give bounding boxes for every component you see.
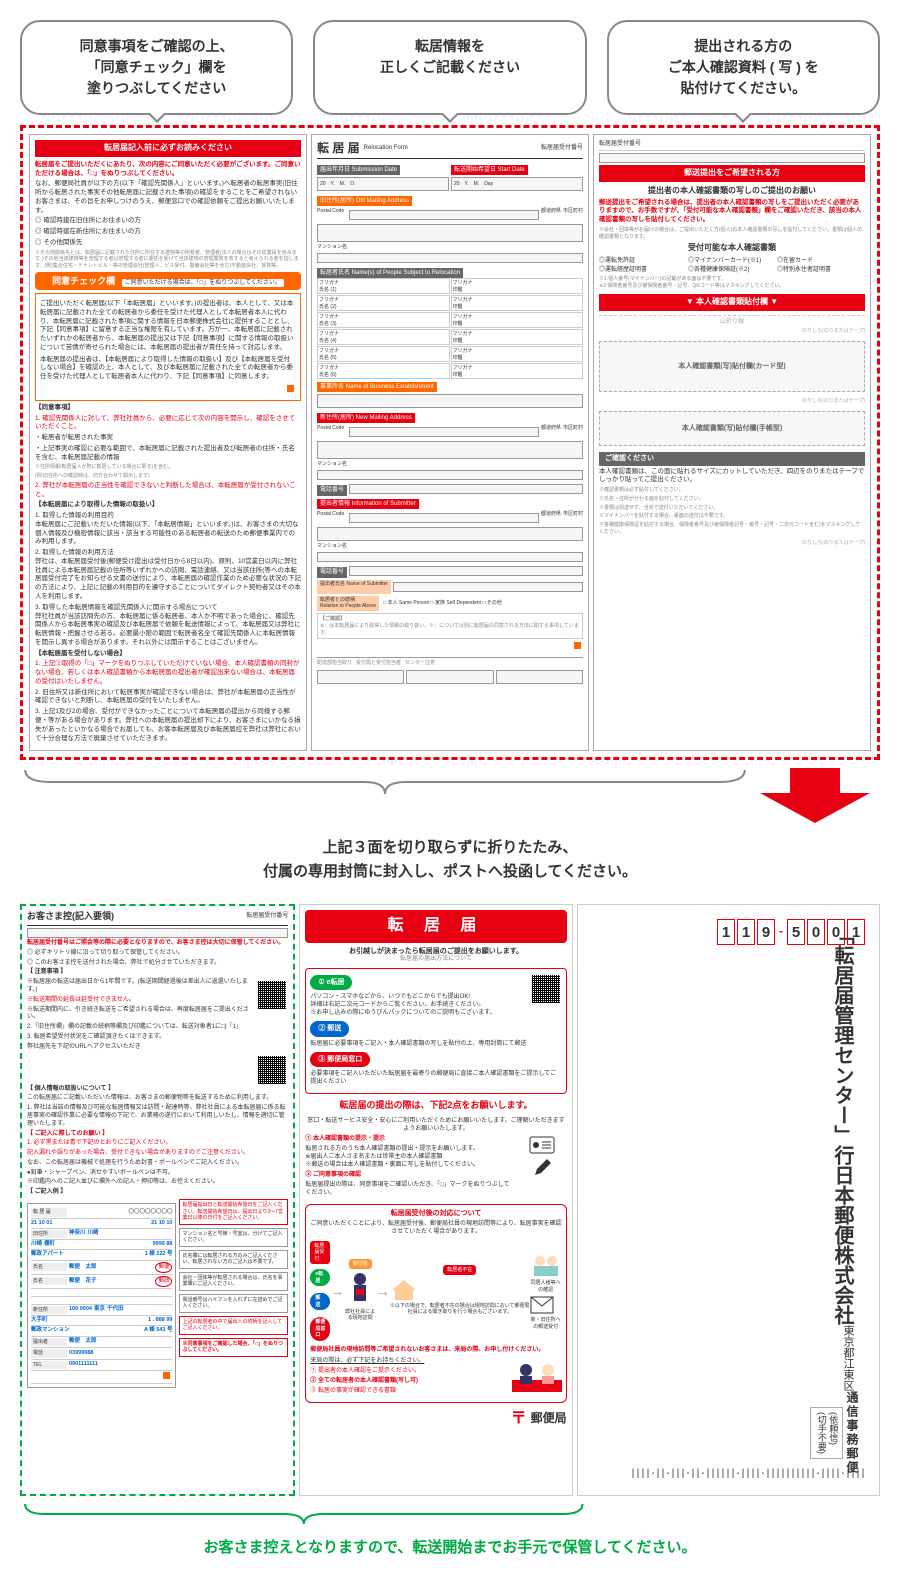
section-consent: 【同意事項】 (35, 404, 301, 413)
form-consent-checkbox[interactable] (574, 642, 581, 649)
bullet-2: ◎ 確認時建在新住所にお住まいの方 (35, 228, 301, 237)
bullet-1: ◎ 確認時建在旧住所にお住まいの方 (35, 217, 301, 226)
sub-name[interactable] (393, 582, 583, 592)
consent-lead2: なお、郵便局社員が以下の方(以下「確認先関係人」といいます。)へ転居者の転居事実… (35, 180, 301, 215)
sample-notes: 転居届提出日と転送開始希望日をご記入ください。転送開始希望日は、提出日より3〜7… (179, 1199, 288, 1388)
note1: ※その他関係先とは、転居届に記載された住所に所在する建物等の所有者、管理者(法人… (35, 250, 301, 270)
qr-step1 (532, 975, 560, 1003)
sub-zip[interactable] (349, 513, 539, 523)
mail-icon (530, 1296, 554, 1314)
reject-3: 3. 上記1及び2の場合、受付ができなかったことについて本転居届の提出から同様す… (35, 708, 301, 743)
center: 「転居届管理センター」行 (829, 925, 855, 1165)
callout-1: 同意事項をご確認の上、「同意チェック」欄を塗りつぶしてください (20, 20, 293, 115)
id-panel: 転居届受付番号 郵送提出をご希望される方 提出者の本人確認書類の写しのご提出のお… (593, 134, 871, 751)
post-mark-icon: 〒 (511, 1409, 527, 1430)
old-zip[interactable] (349, 210, 539, 220)
old-addr-input[interactable] (317, 224, 583, 242)
brace-icon (20, 768, 750, 798)
reject-1: 1. 上記②取得の「□」マークをぬりつぶしていただけていない場合、本人確認書類の… (35, 660, 301, 686)
company: 日本郵便株式会社 (829, 1165, 855, 1325)
section-reject: 【本転居届を受付しない場合】 (35, 650, 301, 659)
green-brace (20, 1502, 880, 1526)
instructions-panel: 転 居 届 お引越しが決まったら転居届のご提出をお願いします。 転居届の届出方法… (299, 904, 572, 1496)
old-mansion[interactable] (317, 253, 583, 263)
people-icon (530, 1253, 562, 1277)
new-mansion[interactable] (317, 470, 583, 480)
big-title: 転 居 届 (305, 910, 566, 943)
form-title: 転 居 届 Relocation Form 転居届受付番号 (317, 140, 583, 159)
attach-card[interactable]: 本人確認書類(写)貼付欄(カード型) (599, 341, 865, 392)
start-input[interactable]: 20 Y. M. Day (451, 177, 583, 191)
form-panel: 転 居 届 Relocation Form 転居届受付番号 届出年月日 Subm… (311, 134, 589, 751)
top-callouts: 同意事項をご確認の上、「同意チェック」欄を塗りつぶしてください 転居情報を正しく… (20, 20, 880, 115)
down-arrow-icon (760, 768, 870, 823)
business-input[interactable] (317, 394, 583, 408)
consent-box: ご提出いただく転居届(以下「本転居届」といいます。)の提出者は、本人として、又は… (35, 293, 301, 401)
step-1: ① e転居 (310, 973, 561, 992)
callout-3: 提出される方のご本人確認資料 ( 写 ) を貼付けてください。 (607, 20, 880, 115)
keep-note: お客さま控えとなりますので、転送開始までお手元で保管してください。 (20, 1536, 880, 1557)
please-title: ご確認ください (599, 452, 865, 465)
consent-item-2: 2. 弊社が本転居届の正当性を確認できないと判断した場合は、本転居届が受付されな… (35, 482, 301, 500)
envelope-panel: 1 1 9 - 5 0 0 1 通信事務郵便 (依頼信)(切手不要) 東京都江東… (577, 904, 880, 1496)
sample-form: 転 居 届〇〇〇〇〇〇〇〇 21 10 0121 10 10 旧住所神奈川川崎 … (27, 1203, 176, 1388)
form-panels: 転居届記入前に必ずお読みください 転居届をご提出いただくにあたり、次の内容にご同… (20, 125, 880, 760)
consent-panel: 転居届記入前に必ずお読みください 転居届をご提出いただくにあたり、次の内容にご同… (29, 134, 307, 751)
reject-2: 2. 旧住所又は新住所において転居事実が確認できない場合は、弊社が本転居届の正当… (35, 689, 301, 707)
acceptable-title: 受付可能な本人確認書類 (599, 243, 865, 254)
callout-2: 転居情報を正しくご記載ください (313, 20, 586, 115)
postman-icon (345, 1269, 375, 1305)
new-addr-input[interactable] (317, 441, 583, 459)
sub-mansion[interactable] (317, 552, 583, 562)
fold-line: 山折り線 (599, 315, 865, 326)
qr-icon-2 (258, 1056, 286, 1084)
sub-addr[interactable] (317, 527, 583, 541)
section-handling: 【本転居届により取得した情報の取扱い】 (35, 501, 301, 510)
id-note: ※会社・団体等がお届けの場合は、ご提出いただく方(個人)の本人確認書類の写しを貼… (599, 227, 865, 241)
step-3: ③ 郵便局窓口 (310, 1050, 561, 1069)
counter-icon (512, 1356, 562, 1392)
phone-input[interactable] (349, 484, 583, 494)
step-2: ② 郵送 (310, 1019, 561, 1038)
id-band: 郵送提出をご希望される方 (599, 165, 865, 182)
consent-lead: 転居届をご提出いただくにあたり、次の内容にご同意いただく必要がございます。ご同意… (35, 161, 301, 179)
pencil-icon (531, 1157, 553, 1179)
qr-icon (258, 981, 286, 1009)
date-input[interactable]: 20 Y. M. D. (317, 177, 449, 191)
jp-post-logo: 〒 郵便局 (305, 1409, 566, 1430)
attach-book[interactable]: 本人確認書類(写)貼付欄(手帳型) (599, 411, 865, 446)
id-red: 郵送提出をご希望される場合は、提出者の本人確認書類の写しをご提出いただく必要があ… (599, 199, 865, 225)
barcode-icon: ||||·||·|||·||·||||||·||||·||||||||||·||… (630, 1468, 865, 1481)
bottom-panels: お客さま控(記入要領) 転居届受付番号 転居届受付番号はご照会等の際に必要となり… (20, 904, 880, 1496)
subhead-1: 転居届の提出の際は、下記2点をお願いします。 (305, 1100, 566, 1112)
consent-item-1: 1. 確認先関係人に対して、弊社社員から、必要に応じて次の内容を開示し、確認をさ… (35, 415, 301, 433)
fold-instruction: 上記３面を切り取らずに折りたたみ、付属の専用封筒に封入し、ポストへ投函してくださ… (20, 836, 880, 884)
id-card-icon (529, 1136, 555, 1154)
address: 東京都江東区 (837, 1325, 859, 1391)
house-icon (390, 1278, 418, 1300)
customer-copy-panel: お客さま控(記入要領) 転居届受付番号 転居届受付番号はご照会等の際に必要となり… (20, 904, 295, 1496)
sub-phone[interactable] (349, 566, 583, 576)
consent-checkbox[interactable] (287, 385, 294, 392)
new-zip[interactable] (349, 427, 539, 437)
flow-box: 転居届受付後の対応について ご同意いただくことにより、転居届受付後、郵便局社員の… (305, 1204, 566, 1403)
brace-row (20, 768, 880, 828)
consent-title: 転居届記入前に必ずお読みください (35, 140, 301, 157)
postcode: 1 1 9 - 5 0 0 1 (717, 919, 865, 945)
bullet-3: ◎ その他関係先 (35, 239, 301, 248)
id-subtitle: 提出者の本人確認書類の写しのご提出のお願い (599, 186, 865, 197)
attach-band: ▼ 本人確認書類貼付欄 ▼ (599, 294, 865, 311)
consent-check-title: 同意チェック欄 ご同意いただける場合は、「□」をぬりつぶしてください。 (35, 272, 301, 290)
name-grid: フリガナ氏名 (1) フリガナ印鑑 フリガナ氏名 (2) フリガナ印鑑 フリガナ… (317, 278, 583, 379)
